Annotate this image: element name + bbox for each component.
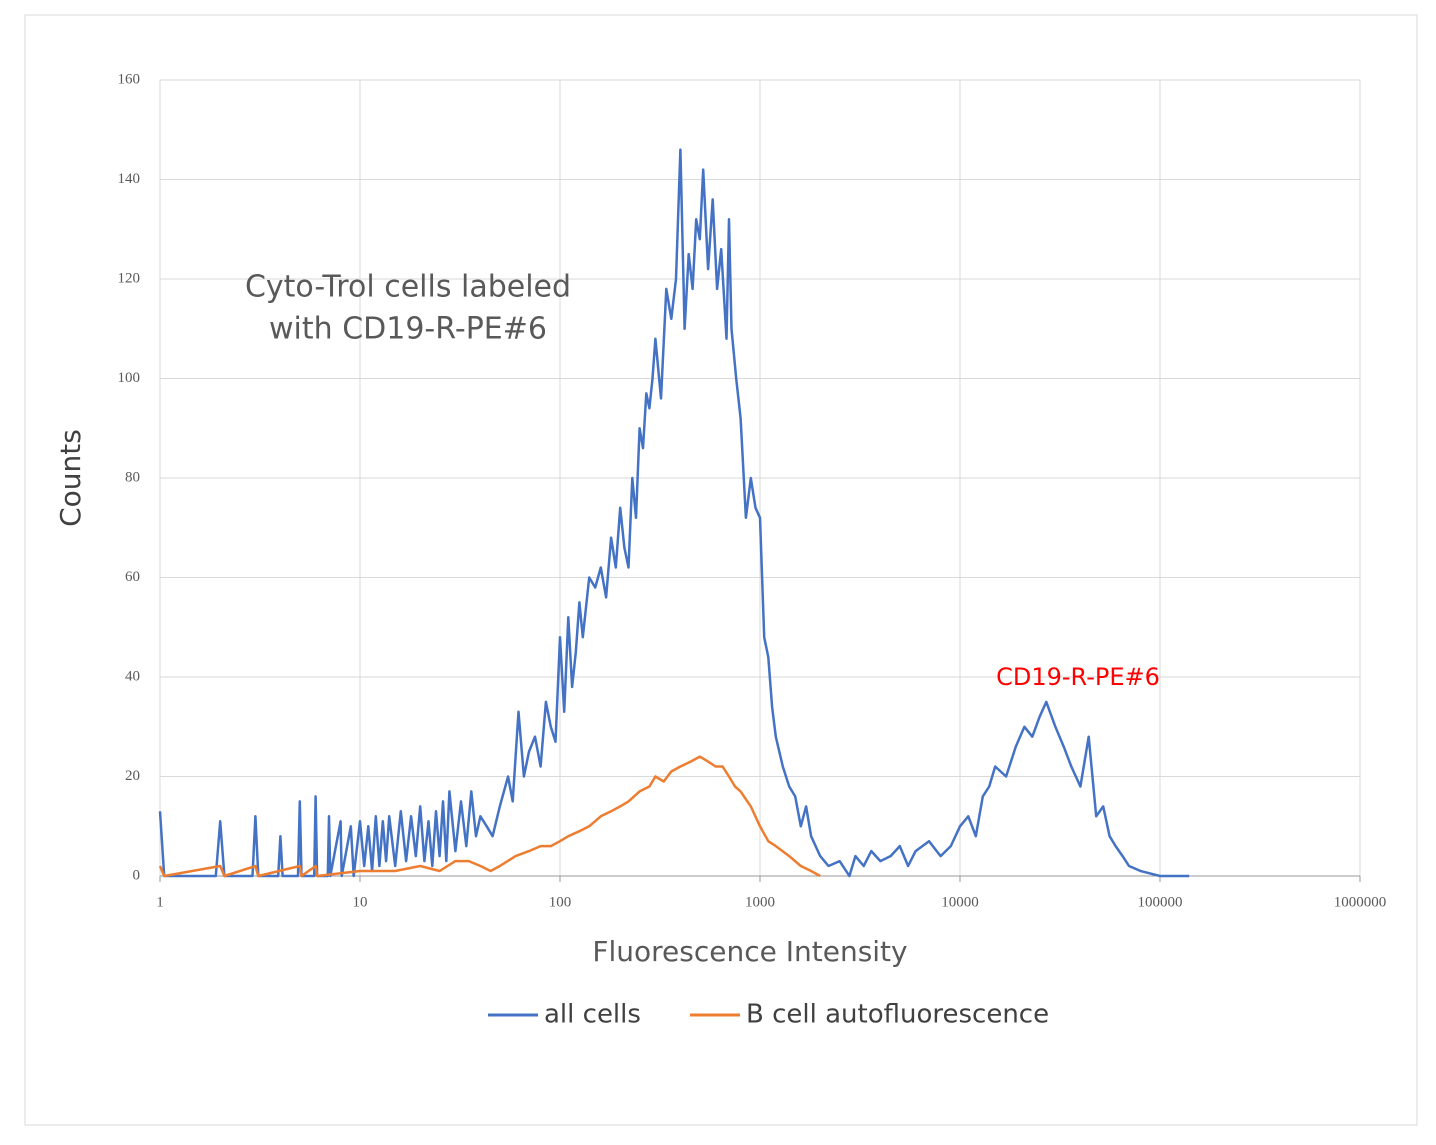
- annotation: with CD19-R-PE#6: [269, 312, 547, 347]
- annotation: Cyto-Trol cells labeled: [245, 270, 571, 305]
- y-tick-label: 60: [125, 569, 140, 585]
- data-line: [158, 148, 1190, 878]
- x-tick-label: 100000: [1138, 894, 1183, 910]
- legend-label: all cells: [544, 1000, 641, 1030]
- y-tick-label: 140: [118, 171, 141, 187]
- y-tick-label: 100: [118, 370, 141, 386]
- x-tick-label: 100: [549, 894, 572, 910]
- y-tick-label: 160: [118, 71, 141, 87]
- x-tick-label: 10000: [941, 894, 979, 910]
- annotation: CD19-R-PE#6: [996, 663, 1160, 691]
- x-tick-label: 1000: [745, 894, 775, 910]
- y-tick-label: 120: [118, 270, 141, 286]
- y-axis-label: Counts: [54, 429, 87, 527]
- x-tick-label: 1000000: [1334, 894, 1387, 910]
- y-tick-label: 20: [125, 768, 140, 784]
- y-tick-label: 0: [133, 867, 141, 883]
- x-tick-label: 1: [156, 894, 164, 910]
- y-tick-label: 80: [125, 469, 140, 485]
- x-tick-label: 10: [353, 894, 368, 910]
- data-line: [158, 755, 821, 878]
- legend-label: B cell autofluorescence: [746, 1000, 1049, 1030]
- y-tick-label: 40: [125, 668, 140, 684]
- chart-border: [24, 14, 1418, 1126]
- x-axis-label: Fluorescence Intensity: [592, 935, 907, 968]
